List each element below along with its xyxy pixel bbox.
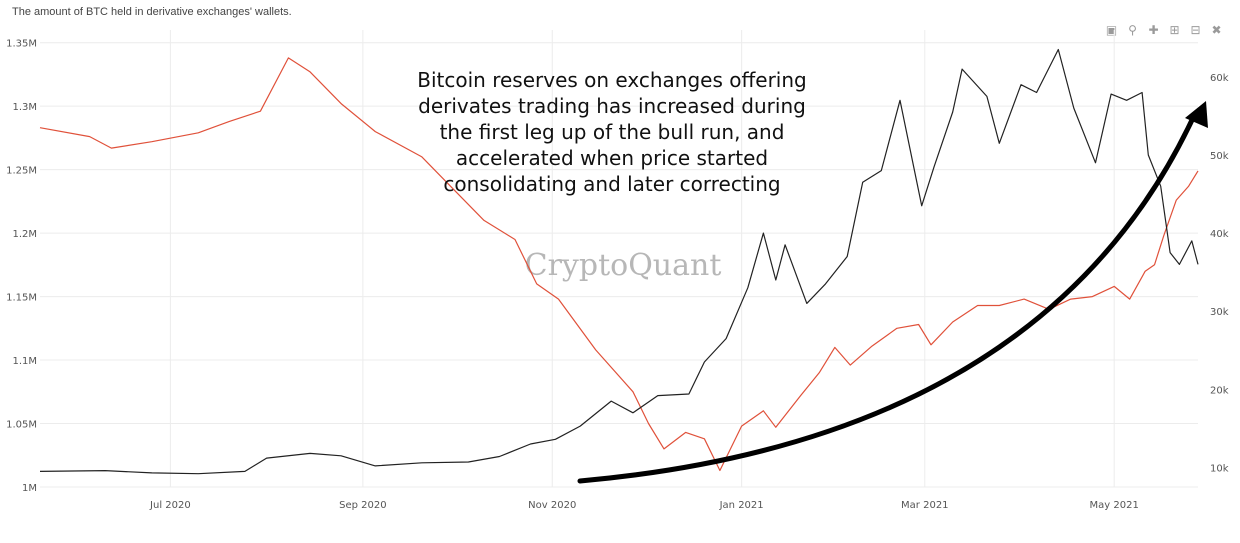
camera-icon[interactable]: ▣ [1105, 23, 1118, 37]
left-y-tick-label: 1M [22, 483, 37, 494]
grid [40, 30, 1198, 488]
x-axis-ticks: Jul 2020 Sep 2020 Nov 2020 Jan 2021 Mar 2021… [149, 500, 1139, 511]
autoscale-icon[interactable]: ✖ [1211, 23, 1222, 37]
zoom-in-icon[interactable]: ⊞ [1169, 23, 1180, 37]
pan-icon[interactable]: ✚ [1148, 23, 1159, 37]
right-y-tick-label: 40k [1210, 229, 1229, 240]
series-layer [39, 48, 1199, 475]
zoom-icon[interactable]: ⚲ [1128, 23, 1137, 37]
right-y-tick-label: 20k [1210, 385, 1229, 396]
watermark: CryptoQuant [525, 248, 722, 283]
series-line-btc-price [39, 48, 1199, 475]
chart-title: The amount of BTC held in derivative exc… [12, 6, 292, 18]
x-tick-label: May 2021 [1090, 500, 1139, 511]
left-y-tick-label: 1.3M [12, 102, 37, 113]
left-y-axis-ticks: 1M 1.05M 1.1M 1.15M 1.2M 1.25M 1.3M 1.35M [6, 39, 37, 494]
annotation-line: the first leg up of the bull run, and [440, 120, 785, 144]
annotation-line: accelerated when price started [456, 146, 768, 170]
right-y-tick-label: 30k [1210, 307, 1229, 318]
annotation-text: Bitcoin reserves on exchanges offeringde… [417, 68, 806, 196]
zoom-out-icon[interactable]: ⊟ [1190, 23, 1201, 37]
annotation-arrow [577, 117, 1195, 484]
annotation-line: consolidating and later correcting [443, 172, 780, 196]
annotation-arrowhead [1185, 101, 1208, 128]
annotation-line: derivates trading has increased during [418, 94, 806, 118]
x-tick-label: Jul 2020 [149, 500, 191, 511]
x-tick-label: Sep 2020 [339, 500, 386, 511]
annotation-line: Bitcoin reserves on exchanges offering [417, 68, 806, 92]
chart-toolbar: ▣ ⚲ ✚ ⊞ ⊟ ✖ [1104, 23, 1224, 38]
left-y-tick-label: 1.35M [6, 39, 37, 50]
left-y-tick-label: 1.25M [6, 166, 37, 177]
left-y-tick-label: 1.05M [6, 420, 37, 431]
right-y-axis-ticks: 10k 20k 30k 40k 50k 60k [1210, 73, 1229, 475]
x-tick-label: Mar 2021 [901, 500, 949, 511]
right-y-tick-label: 50k [1210, 151, 1229, 162]
left-y-tick-label: 1.1M [12, 356, 37, 367]
right-y-tick-label: 10k [1210, 463, 1229, 474]
x-tick-label: Nov 2020 [528, 500, 576, 511]
x-tick-label: Jan 2021 [719, 500, 764, 511]
series-line-btc-reserve [39, 57, 1199, 472]
right-y-tick-label: 60k [1210, 73, 1229, 84]
left-y-tick-label: 1.15M [6, 293, 37, 304]
left-y-tick-label: 1.2M [12, 229, 37, 240]
